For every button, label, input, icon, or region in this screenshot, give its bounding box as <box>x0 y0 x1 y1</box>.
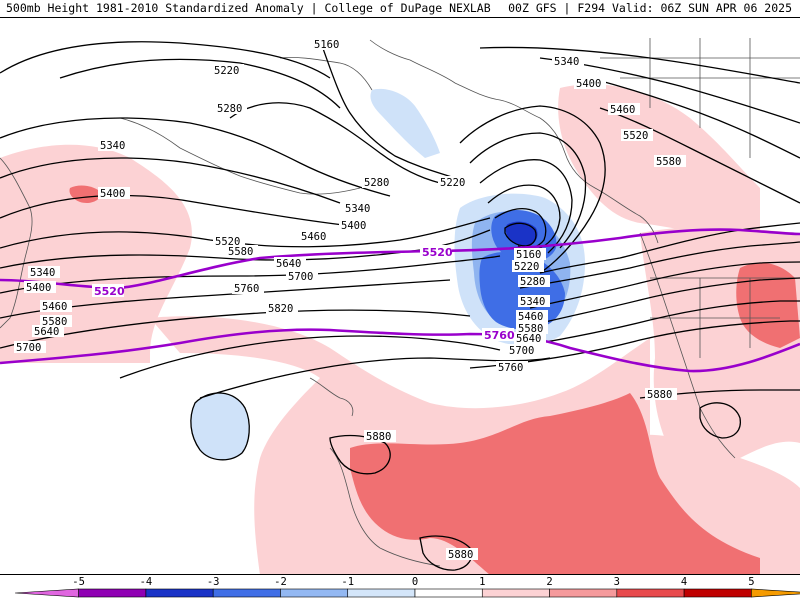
contour-label-5220-low-center: 5220 <box>514 261 539 273</box>
contour-label-5640-mid: 5640 <box>276 258 301 270</box>
colorbar-swatch-4 <box>280 588 349 598</box>
highlight-label-5520-west: 5520 <box>94 285 125 298</box>
contour-label-5460-far-west: 5460 <box>42 301 67 313</box>
colorbar-tick-label: -1 <box>341 576 354 588</box>
highlight-label-5760: 5760 <box>484 329 515 342</box>
contour-label-5880-east: 5880 <box>647 389 672 401</box>
contour-label-5820-mid: 5820 <box>268 303 293 315</box>
contour-label-5700-far-west: 5700 <box>16 342 41 354</box>
contour-label-5760-mid: 5760 <box>234 283 259 295</box>
contour-label-5340-far-west: 5340 <box>30 267 55 279</box>
colorbar-swatches <box>14 588 800 598</box>
colorbar-tick-label: -4 <box>140 576 153 588</box>
highlight-label-5520-east: 5520 <box>422 246 453 259</box>
contour-label-5460-low-center: 5460 <box>518 311 543 323</box>
contour-label-5340-east: 5340 <box>554 56 579 68</box>
contour-label-5700-low-center: 5700 <box>509 345 534 357</box>
anomaly-map: 5160 5220 5280 5340 5400 5280 5340 5400 … <box>0 18 800 575</box>
colorbar-tick-label: -2 <box>274 576 287 588</box>
contour-label-5760-low-center: 5760 <box>498 362 523 374</box>
title-bar: 500mb Height 1981-2010 Standardized Anom… <box>0 0 800 18</box>
colorbar-tick-label: 1 <box>479 576 485 588</box>
contour-label-5160-low: 5160 <box>516 249 541 261</box>
anomaly-colorbar: -5 -4 -3 -2 -1 0 1 2 3 4 5 <box>0 575 800 600</box>
contour-label-5460-east: 5460 <box>610 104 635 116</box>
contour-label-5460-mid: 5460 <box>301 231 326 243</box>
contour-label-5280-mid: 5280 <box>364 177 389 189</box>
contour-label-5880-mid: 5880 <box>366 431 391 443</box>
colorbar-swatch-10 <box>683 588 752 598</box>
contour-label-5340-low-center: 5340 <box>520 296 545 308</box>
colorbar-tick-label: 5 <box>748 576 754 588</box>
colorbar-swatch-5 <box>347 588 416 598</box>
contour-label-5280-low-center: 5280 <box>520 276 545 288</box>
highlight-contour-labels: 5520 5520 5760 <box>92 245 515 342</box>
colorbar-tick-label: 2 <box>546 576 552 588</box>
contour-label-5400-far-west: 5400 <box>26 282 51 294</box>
model-run-info: 00Z GFS | F294 Valid: 06Z SUN APR 06 202… <box>508 1 792 15</box>
colorbar-tick-label: -3 <box>207 576 220 588</box>
colorbar-swatch-9 <box>616 588 685 598</box>
colorbar-svg: -5 -4 -3 -2 -1 0 1 2 3 4 5 <box>14 576 800 598</box>
colorbar-tick-label: 0 <box>412 576 418 588</box>
colorbar-swatch-1 <box>78 588 147 598</box>
contour-label-5640-low-center: 5640 <box>516 333 541 345</box>
colorbar-swatch-11 <box>751 588 800 598</box>
contour-label-5640-far-west: 5640 <box>34 326 59 338</box>
contour-label-5400-mid: 5400 <box>341 220 366 232</box>
contour-label-5580-mid: 5580 <box>228 246 253 258</box>
contour-label-5340-mid: 5340 <box>345 203 370 215</box>
contour-label-5700-mid: 5700 <box>288 271 313 283</box>
strong-positive-anomaly-shading <box>69 185 800 574</box>
colorbar-swatch-7 <box>481 588 550 598</box>
contour-label-5400-east: 5400 <box>576 78 601 90</box>
colorbar-tick-label: 3 <box>614 576 620 588</box>
colorbar-tick-label: 4 <box>681 576 687 588</box>
contour-label-5340-west: 5340 <box>100 140 125 152</box>
colorbar-tick-label: -5 <box>72 576 85 588</box>
contour-label-5280-west: 5280 <box>217 103 242 115</box>
colorbar-swatch-3 <box>212 588 281 598</box>
contour-label-5880-south: 5880 <box>448 549 473 561</box>
contour-labels: 5160 5220 5280 5340 5400 5280 5340 5400 … <box>14 38 686 561</box>
map-canvas: 5160 5220 5280 5340 5400 5280 5340 5400 … <box>0 18 800 574</box>
contour-label-5580-east: 5580 <box>656 156 681 168</box>
colorbar-swatch-2 <box>145 588 214 598</box>
colorbar-swatch-0 <box>14 588 79 598</box>
contour-label-5160-top: 5160 <box>314 39 339 51</box>
colorbar-swatch-6 <box>414 588 483 598</box>
map-title: 500mb Height 1981-2010 Standardized Anom… <box>6 1 491 15</box>
contour-label-5520-east: 5520 <box>623 130 648 142</box>
colorbar-tick-labels: -5 -4 -3 -2 -1 0 1 2 3 4 5 <box>72 576 754 588</box>
colorbar-swatch-8 <box>549 588 618 598</box>
contour-label-5220-west: 5220 <box>214 65 239 77</box>
contour-label-5220-low: 5220 <box>440 177 465 189</box>
contour-label-5400-west: 5400 <box>100 188 125 200</box>
